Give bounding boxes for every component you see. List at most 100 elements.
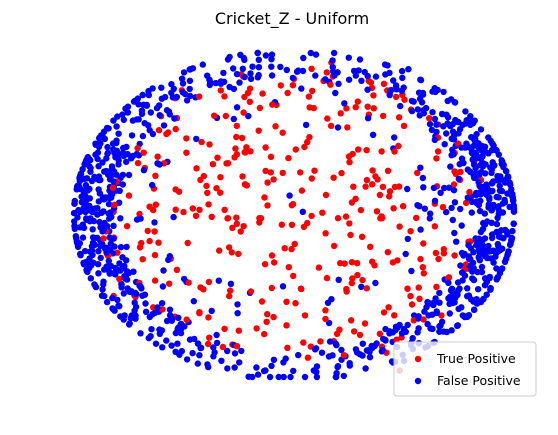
false-positive-point [432, 295, 439, 302]
false-positive-point [464, 194, 471, 201]
false-positive-point [477, 155, 485, 163]
false-positive-point [106, 270, 113, 277]
true-positive-point [322, 230, 329, 237]
true-positive-point [308, 65, 315, 73]
false-positive-point [478, 169, 485, 176]
true-positive-point [240, 223, 247, 230]
true-positive-point [369, 181, 376, 188]
false-positive-point [262, 52, 270, 59]
false-positive-point [94, 205, 101, 212]
false-positive-point [174, 340, 181, 347]
true-positive-point [240, 109, 247, 116]
false-positive-point [126, 320, 133, 327]
true-positive-point [304, 354, 312, 361]
true-positive-point [359, 276, 366, 284]
true-positive-point [432, 249, 440, 257]
false-positive-point [186, 66, 193, 73]
false-positive-point [89, 234, 97, 241]
true-positive-point [151, 228, 158, 235]
true-positive-point [433, 155, 440, 162]
false-positive-point [132, 315, 139, 322]
false-positive-point [408, 107, 416, 115]
true-positive-point [322, 307, 329, 314]
false-positive-point [206, 76, 213, 83]
true-positive-point [323, 69, 330, 76]
false-positive-point [397, 102, 404, 110]
false-positive-point [488, 169, 495, 176]
true-positive-point [324, 115, 331, 122]
false-positive-point [414, 315, 422, 322]
true-positive-point [139, 256, 146, 263]
false-positive-point [404, 185, 411, 193]
false-positive-point [141, 120, 148, 127]
true-positive-point [100, 235, 107, 242]
true-positive-point [414, 169, 421, 177]
false-positive-point [95, 163, 102, 170]
false-positive-point [324, 299, 332, 306]
true-positive-point [420, 316, 427, 323]
false-positive-point [98, 132, 105, 139]
false-positive-point [505, 248, 512, 255]
false-positive-point [451, 229, 458, 237]
false-positive-point [132, 303, 140, 311]
false-positive-point [152, 340, 160, 347]
true-positive-point [407, 292, 414, 300]
true-positive-point [267, 169, 274, 176]
false-positive-point [429, 311, 436, 318]
false-positive-point [496, 182, 503, 190]
true-positive-point [123, 223, 131, 230]
false-positive-point [498, 187, 506, 195]
false-positive-point [91, 174, 98, 182]
false-positive-point [381, 61, 389, 68]
true-positive-point [357, 206, 365, 214]
false-positive-point [103, 298, 111, 306]
false-positive-point [495, 247, 502, 255]
false-positive-point [105, 200, 113, 208]
false-positive-point [451, 99, 459, 106]
false-positive-point [249, 373, 256, 381]
true-positive-point [346, 159, 353, 166]
false-positive-point [499, 209, 507, 216]
scatter-points [70, 49, 518, 381]
true-positive-point [364, 103, 371, 110]
true-positive-point [384, 167, 392, 174]
false-positive-point [146, 313, 153, 321]
false-positive-point [441, 141, 448, 148]
false-positive-point [483, 291, 490, 298]
false-positive-point [501, 226, 509, 234]
false-positive-point [190, 298, 197, 305]
false-positive-point [92, 283, 100, 291]
true-positive-point [144, 227, 151, 235]
true-positive-point [433, 283, 440, 291]
true-positive-point [379, 183, 387, 191]
false-positive-point [103, 263, 110, 270]
false-positive-point [110, 117, 117, 124]
false-positive-point [490, 204, 497, 211]
false-positive-point [417, 76, 425, 84]
false-positive-point [379, 346, 386, 354]
false-positive-point [213, 331, 220, 339]
legend-marker-false-positive [414, 377, 422, 385]
true-positive-point [451, 168, 458, 175]
true-positive-point [264, 202, 271, 209]
false-positive-point [103, 155, 110, 162]
false-positive-point [493, 228, 500, 236]
false-positive-point [97, 176, 104, 184]
true-positive-point [315, 264, 323, 271]
true-positive-point [306, 134, 313, 141]
false-positive-point [110, 222, 117, 229]
true-positive-point [342, 213, 350, 220]
false-positive-point [437, 189, 444, 196]
false-positive-point [71, 225, 79, 233]
false-positive-point [139, 91, 146, 99]
false-positive-point [382, 337, 389, 344]
false-positive-point [290, 367, 297, 375]
false-positive-point [163, 337, 170, 344]
true-positive-point [255, 127, 262, 134]
false-positive-point [191, 335, 198, 343]
false-positive-point [208, 307, 215, 315]
true-positive-point [367, 79, 375, 86]
false-positive-point [509, 227, 516, 235]
false-positive-point [101, 245, 109, 252]
true-positive-point [298, 285, 305, 293]
